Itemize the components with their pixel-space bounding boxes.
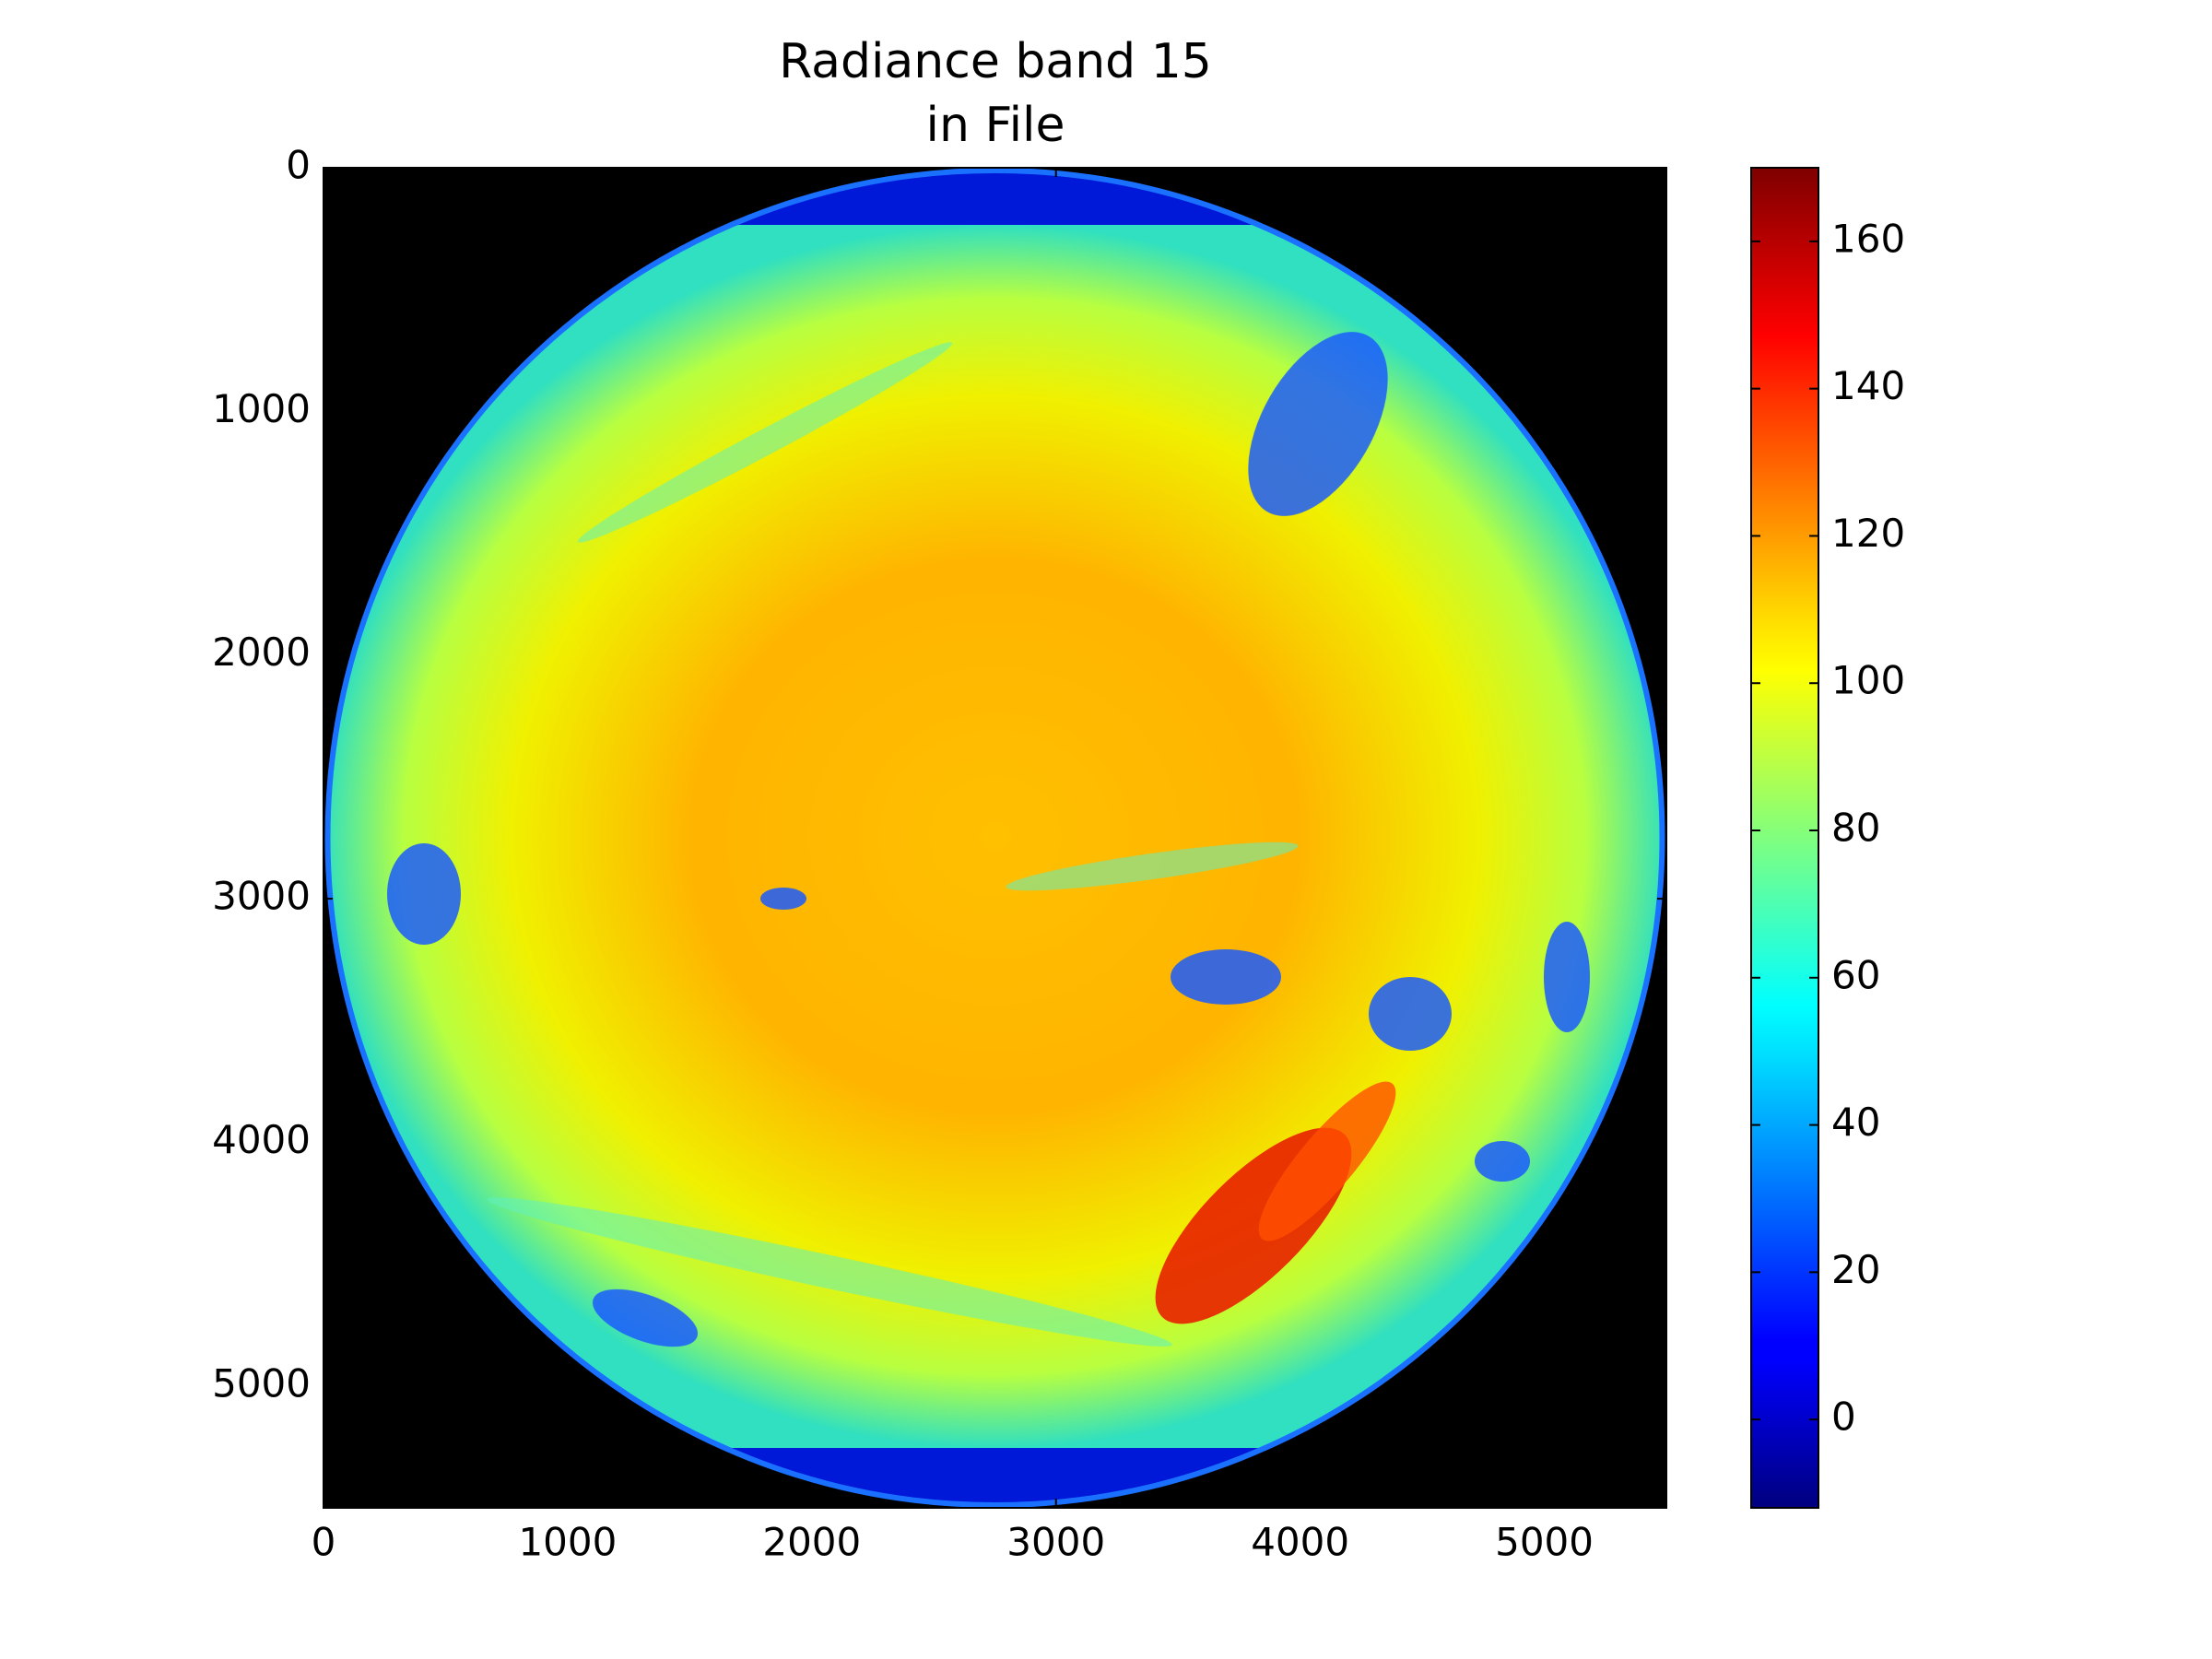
cloud-features (387, 332, 1590, 1347)
colorbar-frame (1750, 167, 1819, 1509)
colorbar (1751, 168, 1818, 1508)
x-tick-label: 1000 (518, 1520, 617, 1565)
y-tick-label: 0 (286, 143, 311, 188)
x-tick-label: 4000 (1251, 1520, 1349, 1565)
x-tick-label: 0 (312, 1520, 336, 1565)
x-tick-label: 3000 (1006, 1520, 1105, 1565)
warm-region (1258, 1081, 1396, 1241)
colorbar-tick-label: 40 (1831, 1100, 1880, 1145)
colorbar-tick-label: 120 (1831, 511, 1905, 556)
x-tick-label: 2000 (762, 1520, 861, 1565)
chart-title: in File (926, 98, 1065, 153)
colorbar-tick-label: 100 (1831, 658, 1905, 703)
colorbar-tick-label: 80 (1831, 806, 1880, 851)
y-tick-label: 2000 (212, 629, 311, 675)
x-tick-label: 5000 (1495, 1520, 1594, 1565)
colorbar-tick-label: 140 (1831, 363, 1905, 408)
y-tick-label: 1000 (212, 386, 311, 431)
colorbar-tick-label: 60 (1831, 952, 1880, 997)
y-tick-label: 5000 (212, 1360, 311, 1406)
colorbar-tick-label: 160 (1831, 216, 1905, 261)
cloud-bands (487, 342, 1299, 1347)
colorbar-tick-label: 20 (1831, 1247, 1880, 1292)
y-tick-label: 4000 (212, 1117, 311, 1162)
earth-disk (327, 225, 1663, 1448)
axes-frame (323, 167, 1667, 1509)
limb (324, 168, 1665, 1508)
y-tick-label: 3000 (212, 874, 311, 919)
colorbar-tick-label: 0 (1831, 1394, 1856, 1440)
earth-image (324, 168, 1665, 1508)
chart-title: Radiance band 15 (779, 34, 1212, 89)
